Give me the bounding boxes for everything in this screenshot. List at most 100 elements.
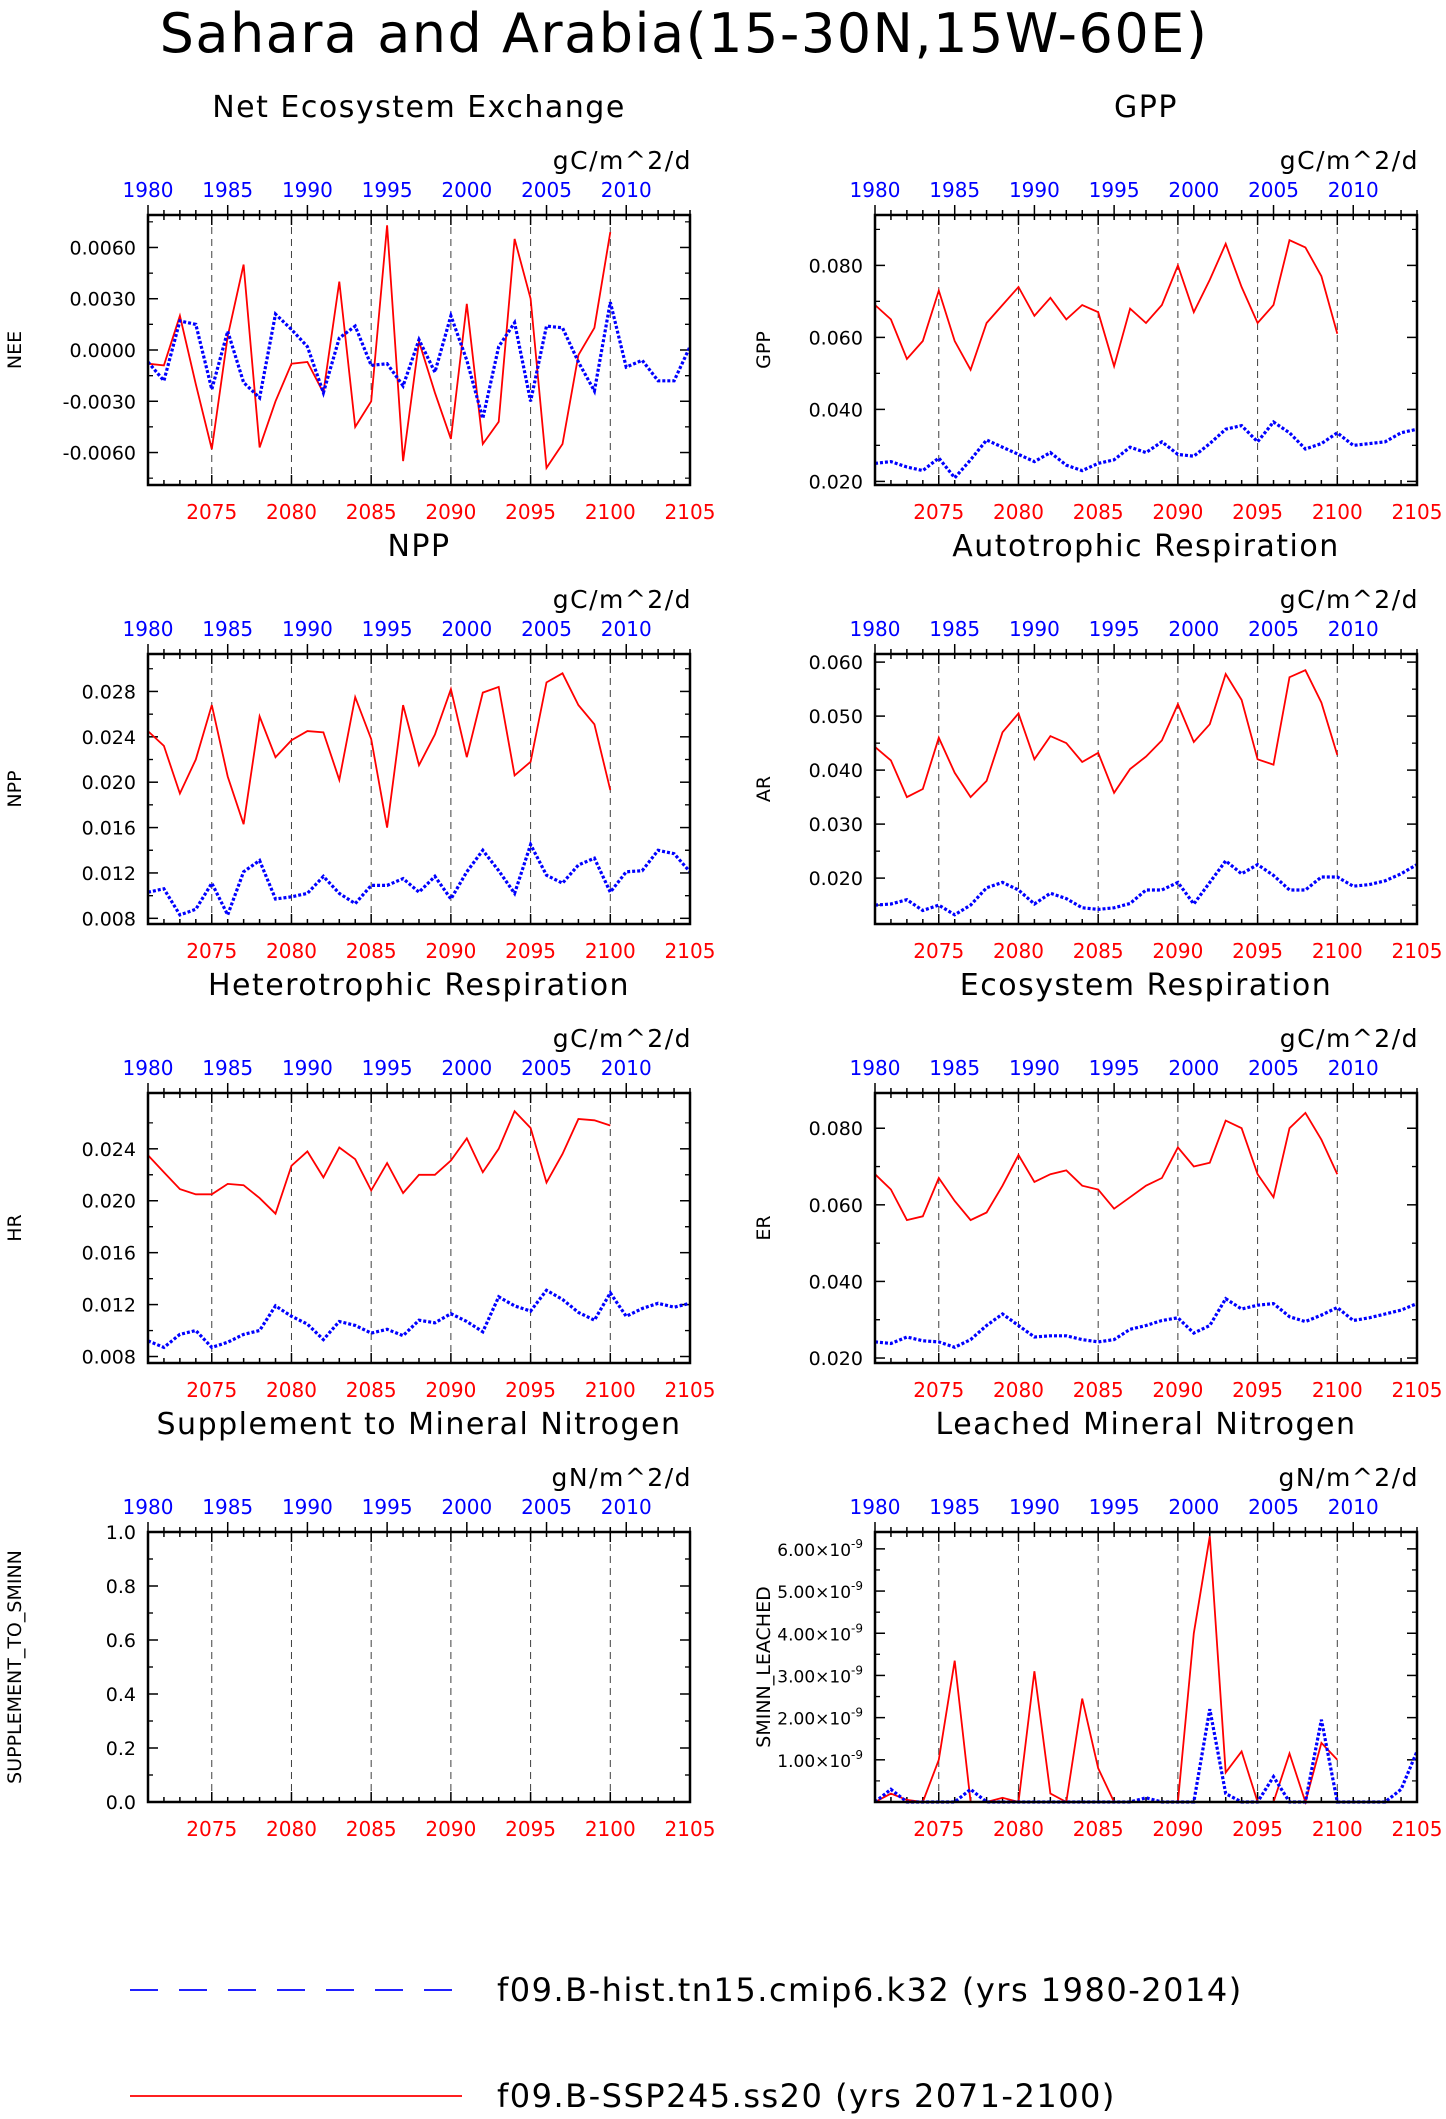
series-line-scenario bbox=[147, 225, 612, 471]
y-tick-label: 0.0060 bbox=[70, 237, 136, 259]
series-line-scenario bbox=[874, 238, 1339, 373]
x-tick-label-top: 1990 bbox=[1009, 1495, 1060, 1519]
y-tick-label: -0.0060 bbox=[63, 443, 136, 465]
x-tick-label-top: 1985 bbox=[929, 1495, 980, 1519]
x-tick-label-bottom: 2080 bbox=[266, 1817, 317, 1841]
x-tick-label-bottom: 2105 bbox=[665, 500, 716, 524]
y-tick-label: 1.00×10-9 bbox=[777, 1748, 863, 1772]
x-tick-label-top: 2000 bbox=[1168, 1056, 1219, 1080]
y-tick-label: 0.6 bbox=[106, 1630, 136, 1652]
y-axis-label: GPP bbox=[753, 331, 775, 369]
x-tick-label-bottom: 2100 bbox=[1312, 500, 1363, 524]
y-tick-label: 0.030 bbox=[809, 814, 863, 836]
y-tick-label: 0.2 bbox=[106, 1738, 136, 1760]
legend: f09.B-hist.tn15.cmip6.k32 (yrs 1980-2014… bbox=[130, 1971, 1241, 2115]
x-tick-label-bottom: 2090 bbox=[1152, 1817, 1203, 1841]
chart-title: Autotrophic Respiration bbox=[952, 529, 1340, 564]
x-tick-label-bottom: 2105 bbox=[1392, 500, 1443, 524]
y-axis-label: SUPPLEMENT_TO_SMINN bbox=[4, 1550, 26, 1784]
plot-frame bbox=[873, 1530, 1419, 1804]
x-tick-label-bottom: 2095 bbox=[1232, 500, 1283, 524]
x-tick-label-bottom: 2100 bbox=[585, 500, 636, 524]
chart-title: GPP bbox=[1114, 90, 1178, 125]
x-tick-label-top: 2005 bbox=[521, 617, 572, 641]
units-label: gC/m^2/d bbox=[553, 1024, 692, 1053]
x-tick-label-bottom: 2075 bbox=[913, 939, 964, 963]
x-tick-label-bottom: 2090 bbox=[425, 1817, 476, 1841]
x-tick-label-bottom: 2090 bbox=[1152, 939, 1203, 963]
series-line-scenario bbox=[874, 1111, 1339, 1222]
y-tick-label: 0.060 bbox=[809, 1195, 863, 1217]
chart-panel: Ecosystem Respiration gC/m^2/d ER 2075 2080 2… bbox=[753, 968, 1442, 1402]
y-tick-label: 0.050 bbox=[809, 706, 863, 728]
x-tick-label-bottom: 2095 bbox=[505, 1378, 556, 1402]
x-tick-label-bottom: 2100 bbox=[1312, 1817, 1363, 1841]
plot-frame bbox=[873, 652, 1419, 926]
series-line-historical bbox=[874, 1708, 1419, 1804]
x-tick-label-top: 1990 bbox=[1009, 617, 1060, 641]
x-tick-label-bottom: 2105 bbox=[665, 939, 716, 963]
x-tick-label-bottom: 2080 bbox=[993, 500, 1044, 524]
x-tick-label-top: 2010 bbox=[601, 178, 652, 202]
plot-frame bbox=[146, 652, 692, 926]
x-tick-label-bottom: 2075 bbox=[186, 1817, 237, 1841]
y-tick-label: 0.0 bbox=[106, 1792, 136, 1814]
y-axis-label: ER bbox=[753, 1215, 775, 1240]
x-tick-label-bottom: 2085 bbox=[346, 939, 397, 963]
y-axis-label: HR bbox=[4, 1214, 26, 1242]
x-tick-label-bottom: 2095 bbox=[505, 1817, 556, 1841]
x-tick-label-bottom: 2105 bbox=[1392, 1378, 1443, 1402]
y-tick-label: 0.0000 bbox=[70, 340, 136, 362]
x-tick-label-top: 1980 bbox=[123, 617, 174, 641]
x-tick-label-top: 1980 bbox=[850, 1495, 901, 1519]
y-tick-label: 0.020 bbox=[809, 1348, 863, 1370]
x-tick-label-top: 1995 bbox=[362, 178, 413, 202]
units-label: gN/m^2/d bbox=[552, 1463, 693, 1492]
x-tick-label-bottom: 2085 bbox=[1073, 939, 1124, 963]
x-tick-label-top: 2010 bbox=[601, 1056, 652, 1080]
x-tick-label-bottom: 2095 bbox=[505, 939, 556, 963]
x-tick-label-top: 2000 bbox=[441, 1056, 492, 1080]
x-tick-label-top: 2000 bbox=[441, 178, 492, 202]
x-tick-label-bottom: 2090 bbox=[425, 939, 476, 963]
chart-panel: Leached Mineral Nitrogen gN/m^2/d SMINN_LE… bbox=[753, 1407, 1442, 1841]
units-label: gN/m^2/d bbox=[1279, 1463, 1420, 1492]
units-label: gC/m^2/d bbox=[553, 585, 692, 614]
chart-title: Supplement to Mineral Nitrogen bbox=[157, 1407, 682, 1442]
page-title: Sahara and Arabia(15-30N,15W-60E) bbox=[160, 2, 1209, 65]
x-tick-label-bottom: 2090 bbox=[1152, 500, 1203, 524]
series-line-scenario bbox=[147, 672, 612, 828]
x-tick-label-bottom: 2095 bbox=[1232, 1378, 1283, 1402]
x-tick-label-top: 1980 bbox=[123, 178, 174, 202]
x-tick-label-bottom: 2080 bbox=[266, 939, 317, 963]
x-tick-label-top: 1995 bbox=[1089, 1056, 1140, 1080]
x-tick-label-top: 1995 bbox=[1089, 178, 1140, 202]
x-tick-label-top: 2000 bbox=[441, 617, 492, 641]
units-label: gC/m^2/d bbox=[1280, 146, 1419, 175]
series-line-historical bbox=[147, 840, 692, 919]
x-tick-label-bottom: 2100 bbox=[585, 1817, 636, 1841]
x-tick-label-top: 1990 bbox=[1009, 178, 1060, 202]
series-line-scenario bbox=[874, 669, 1339, 799]
y-tick-label: 0.016 bbox=[82, 818, 136, 840]
x-tick-label-top: 1985 bbox=[929, 178, 980, 202]
chart-panel: Heterotrophic Respiration gC/m^2/d HR 2075 2… bbox=[4, 968, 715, 1402]
series-line-historical bbox=[147, 1288, 691, 1350]
y-tick-label: 6.00×10-9 bbox=[777, 1537, 863, 1561]
x-tick-label-bottom: 2090 bbox=[425, 1378, 476, 1402]
x-tick-label-top: 1990 bbox=[282, 1495, 333, 1519]
x-tick-label-bottom: 2075 bbox=[186, 939, 237, 963]
x-tick-label-top: 2005 bbox=[521, 178, 572, 202]
x-tick-label-top: 1985 bbox=[929, 1056, 980, 1080]
x-tick-label-top: 1995 bbox=[362, 1056, 413, 1080]
x-tick-label-bottom: 2095 bbox=[505, 500, 556, 524]
chart-panel: Autotrophic Respiration gC/m^2/d AR 2075 208… bbox=[753, 529, 1442, 963]
x-tick-label-bottom: 2080 bbox=[993, 1378, 1044, 1402]
x-tick-label-top: 2010 bbox=[1328, 1495, 1379, 1519]
series-line-historical bbox=[874, 419, 1418, 481]
y-tick-label: 1.0 bbox=[106, 1522, 136, 1544]
x-tick-label-top: 2005 bbox=[1248, 1495, 1299, 1519]
x-tick-label-bottom: 2075 bbox=[913, 500, 964, 524]
legend-label: f09.B-SSP245.ss20 (yrs 2071-2100) bbox=[497, 2077, 1116, 2115]
